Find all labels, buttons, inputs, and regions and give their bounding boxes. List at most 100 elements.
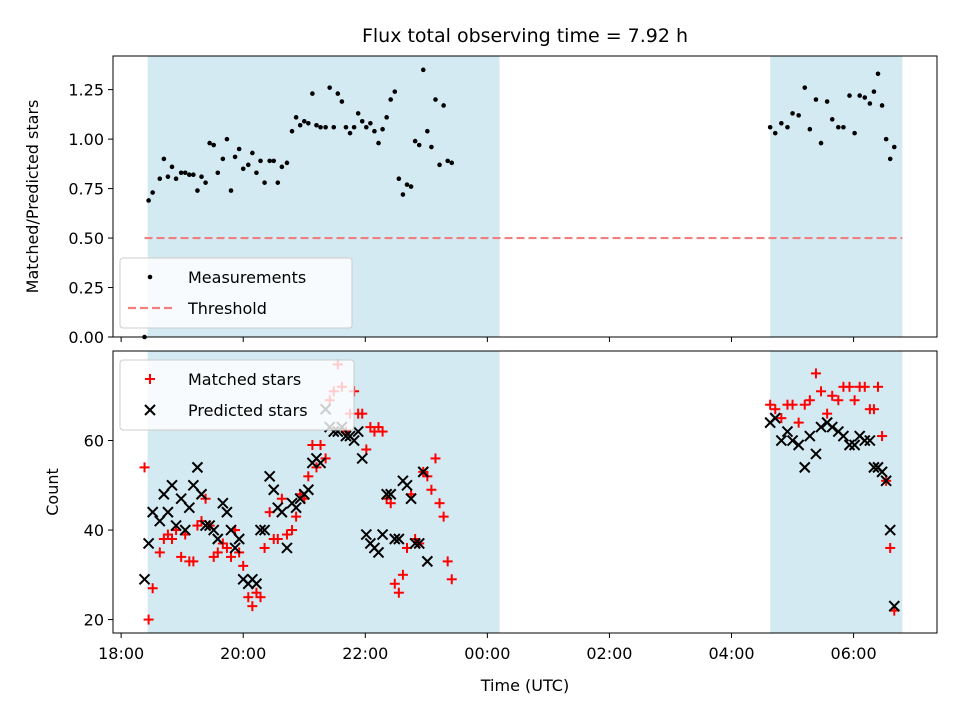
data-point-stroke [848, 439, 861, 451]
x-tick-label: 18:00 [98, 644, 144, 663]
legend-bottom: Matched stars Predicted stars [119, 359, 355, 431]
data-point [272, 534, 283, 544]
data-point [380, 126, 385, 132]
data-point-stroke [376, 528, 389, 541]
data-point-stroke [409, 537, 421, 550]
data-point [397, 569, 408, 580]
data-point [191, 461, 204, 474]
data-point [267, 158, 272, 164]
data-point [359, 119, 365, 124]
data-point [195, 188, 200, 193]
data-point [364, 124, 369, 130]
shaded-interval [770, 351, 903, 633]
data-point [293, 115, 299, 120]
data-point [228, 188, 234, 193]
y-tick-label: 20 [84, 611, 104, 630]
data-point [772, 130, 778, 136]
data-point-stroke [417, 466, 429, 478]
data-point-stroke [360, 528, 373, 541]
data-point [357, 408, 368, 419]
chart-title: Flux total observing time = 7.92 h [362, 25, 688, 47]
data-point [208, 524, 220, 536]
data-point [279, 164, 285, 170]
data-point-stroke [884, 524, 896, 536]
data-point [176, 551, 187, 562]
data-point-stroke [138, 573, 151, 585]
data-point [340, 430, 352, 442]
data-point [799, 461, 811, 474]
data-point [779, 120, 784, 126]
data-point [767, 124, 773, 130]
legend-label: Measurements [188, 268, 306, 287]
data-point [195, 488, 208, 500]
data-point [306, 120, 311, 126]
data-point [857, 93, 862, 98]
data-point [143, 614, 154, 625]
data-point [221, 506, 233, 518]
data-point-stroke [276, 506, 288, 518]
data-point [405, 493, 417, 505]
data-point [868, 461, 880, 474]
data-point-stroke [804, 430, 816, 442]
data-point [430, 453, 441, 464]
data-point-stroke [175, 493, 187, 505]
data-point [212, 547, 223, 558]
data-point [220, 156, 226, 162]
data-point [813, 97, 819, 102]
data-point [793, 417, 804, 428]
data-point [301, 119, 307, 124]
data-point [314, 122, 319, 128]
data-point-stroke [815, 421, 827, 433]
data-point [868, 404, 879, 415]
data-point-stroke [389, 533, 401, 545]
data-point [413, 537, 425, 550]
data-point [166, 479, 178, 491]
data-point-stroke [208, 524, 220, 536]
data-point-stroke [380, 488, 393, 500]
data-point-stroke [775, 434, 788, 447]
data-point [864, 434, 876, 447]
data-point [875, 71, 881, 77]
data-point [417, 466, 429, 478]
data-point-stroke [302, 484, 315, 496]
data-point [339, 99, 345, 104]
data-point [287, 525, 298, 536]
data-point-stroke [393, 533, 405, 545]
data-point [271, 158, 277, 164]
data-point-stroke [142, 537, 155, 550]
y-tick-label: 1.00 [68, 130, 104, 149]
data-point [154, 515, 166, 527]
data-point [884, 524, 896, 536]
data-point [796, 113, 801, 118]
y-axis-label: Count [43, 468, 62, 516]
data-point [442, 556, 453, 567]
data-point [792, 439, 805, 451]
data-point [355, 111, 361, 116]
data-point [389, 578, 400, 589]
data-point [844, 381, 855, 392]
x-axis-label: Time (UTC) [480, 676, 569, 695]
y-axis-label: Matched/Predicted stars [23, 100, 42, 294]
data-point [146, 506, 159, 518]
data-point [142, 537, 155, 550]
legend-marker [144, 404, 156, 416]
data-point [233, 533, 245, 545]
data-point [229, 542, 241, 554]
legend-marker [147, 274, 153, 280]
data-point [408, 184, 414, 189]
data-point-stroke [290, 501, 302, 514]
data-point [376, 528, 389, 541]
data-point [162, 506, 174, 518]
data-point [859, 381, 870, 392]
plot-area-1 [138, 351, 903, 633]
data-point [434, 498, 445, 509]
data-point [352, 425, 364, 438]
data-point [221, 542, 232, 553]
data-point [401, 479, 413, 491]
data-point [790, 111, 795, 116]
y-tick-label: 0.00 [68, 328, 104, 347]
data-point [303, 471, 314, 482]
data-point [243, 592, 254, 603]
data-point [815, 421, 827, 433]
data-point-stroke [191, 461, 204, 474]
